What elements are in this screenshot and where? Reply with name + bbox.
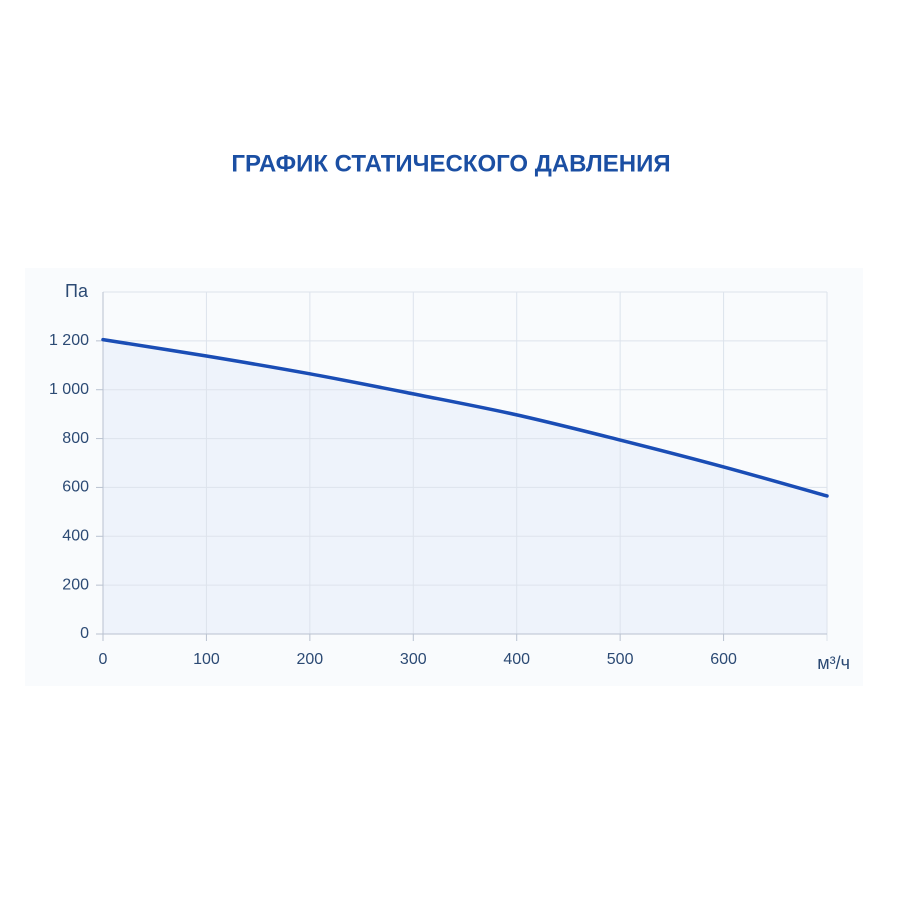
x-tick-label: 0 [99,651,108,668]
chart-title: ГРАФИК СТАТИЧЕСКОГО ДАВЛЕНИЯ [231,150,670,177]
x-tick-label: 400 [503,651,530,668]
x-axis-label: м³/ч [817,653,850,673]
x-tick-label: 100 [193,651,220,668]
x-tick-label: 600 [710,651,737,668]
y-axis-label: Па [65,281,89,301]
line [101,337,829,498]
area [103,339,827,634]
y-tick-label: 0 [80,625,89,642]
y-tick-label: 1 200 [49,332,89,349]
y-tick-label: 400 [62,528,89,545]
x-tick-label: 300 [400,651,427,668]
y-tick-label: 800 [62,430,89,447]
x-tick-label: 200 [297,651,324,668]
y-tick-label: 1 000 [49,381,89,398]
y-tick-label: 200 [62,576,89,593]
y-tick-label: 600 [62,479,89,496]
x-tick-label: 500 [607,651,634,668]
